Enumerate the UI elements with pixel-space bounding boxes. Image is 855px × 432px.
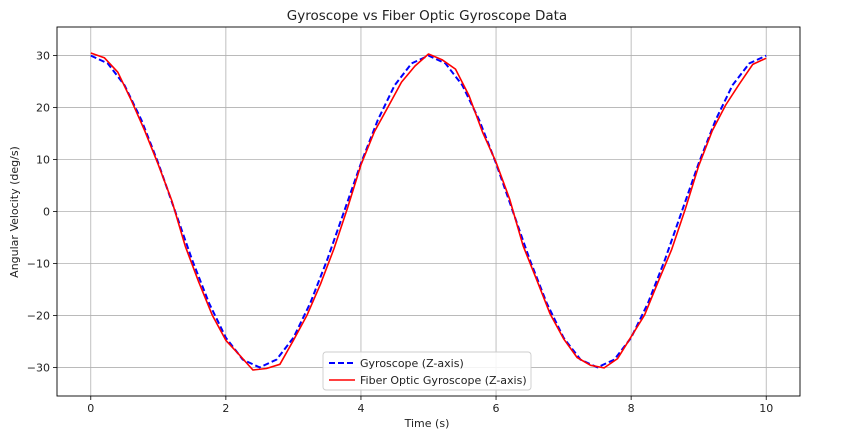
legend-label-gyroscope: Gyroscope (Z-axis) xyxy=(360,357,464,370)
x-tick-label: 10 xyxy=(759,402,773,415)
series-line-fiber-optic xyxy=(90,52,767,371)
x-tick-label: 4 xyxy=(357,402,364,415)
x-tick-label: 8 xyxy=(628,402,635,415)
ticks: 0 2 4 6 8 10 30 20 10 0 −10 −20 −30 xyxy=(27,50,773,415)
x-axis-label: Time (s) xyxy=(404,417,450,430)
x-tick-label: 6 xyxy=(493,402,500,415)
y-tick-label: −10 xyxy=(27,257,50,270)
y-tick-label: −30 xyxy=(27,361,50,374)
x-tick-label: 0 xyxy=(87,402,94,415)
y-tick-label: 20 xyxy=(36,102,50,115)
legend-label-fiber-optic: Fiber Optic Gyroscope (Z-axis) xyxy=(360,374,527,387)
chart-title: Gyroscope vs Fiber Optic Gyroscope Data xyxy=(287,8,567,24)
x-tick-label: 2 xyxy=(222,402,229,415)
legend: Gyroscope (Z-axis) Fiber Optic Gyroscope… xyxy=(322,351,532,391)
y-tick-label: 30 xyxy=(36,50,50,63)
series-layer xyxy=(90,52,767,371)
y-axis-label: Angular Velocity (deg/s) xyxy=(8,146,21,278)
series-line-gyroscope xyxy=(90,54,767,369)
y-tick-label: 10 xyxy=(36,154,50,167)
legend-box xyxy=(322,351,532,391)
y-tick-label: 0 xyxy=(43,206,50,219)
y-tick-label: −20 xyxy=(27,309,50,322)
grid xyxy=(57,27,800,396)
